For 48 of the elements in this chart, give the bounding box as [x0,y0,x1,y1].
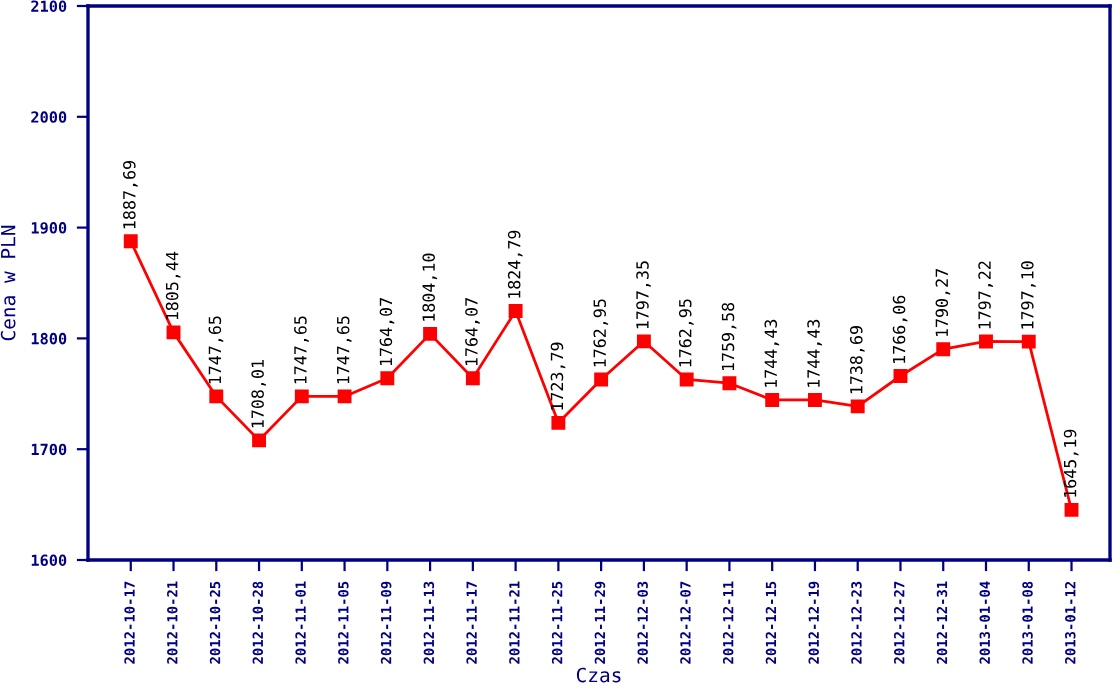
point [1064,502,1079,517]
point [252,433,266,448]
data-label: 1747,65 [208,316,224,384]
data-label: 1762,95 [593,299,609,367]
point [594,372,609,387]
data-label: 1766,06 [892,295,908,363]
data-label: 1747,65 [294,316,309,384]
point [808,393,822,407]
point [893,369,908,383]
data-label: 1824,79 [507,230,523,298]
point [508,303,523,318]
point [936,342,951,357]
data-label: 1797,22 [978,261,993,329]
point [423,326,438,341]
data-label: 1887,69 [123,161,138,229]
data-label: 1723,79 [550,342,566,410]
data-label: 1805,44 [165,251,181,320]
data-label: 1744,43 [764,319,780,387]
point [979,334,993,349]
point [166,325,181,340]
x-axis-title: Czas [576,667,621,683]
data-label: 1759,58 [721,302,737,371]
point [850,399,865,414]
data-label: 1744,43 [807,319,822,387]
data-label: 1804,10 [422,253,438,321]
data-label: 1764,07 [465,298,480,366]
data-label: 1645,19 [1063,429,1079,497]
point [337,389,352,404]
point [765,393,780,407]
point [636,334,651,349]
data-label: 1708,01 [251,360,267,428]
point [551,415,566,430]
point [679,372,694,387]
point [209,389,224,404]
point [380,371,395,386]
data-label: 1797,35 [636,261,651,329]
y-axis-title: Cena w PLN [0,225,16,341]
point [465,371,480,386]
point [722,376,737,391]
data-label: 1764,07 [379,298,395,366]
data-label: 1738,69 [849,326,865,394]
point [294,389,309,404]
data-label: 1790,27 [935,269,951,337]
point [123,234,138,249]
point [1021,334,1036,349]
data-label: 1797,10 [1021,261,1036,329]
data-label: 1747,65 [336,316,352,384]
data-label: 1762,95 [678,299,694,367]
